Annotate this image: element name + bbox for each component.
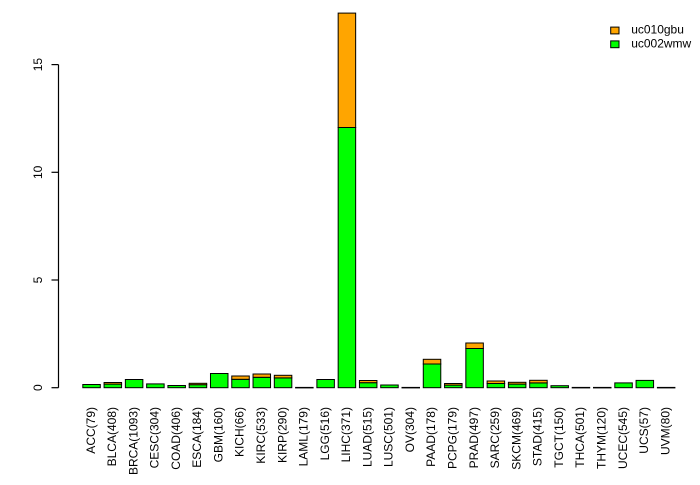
svg-text:uc010gbu: uc010gbu [631, 23, 684, 37]
svg-text:ACC(79): ACC(79) [84, 407, 98, 454]
svg-text:KIRC(533): KIRC(533) [254, 407, 268, 464]
svg-text:KICH(66): KICH(66) [233, 407, 247, 457]
svg-text:SARC(259): SARC(259) [488, 407, 502, 468]
svg-text:OV(304): OV(304) [403, 407, 417, 452]
svg-text:LAML(179): LAML(179) [297, 407, 311, 466]
svg-text:COAD(406): COAD(406) [169, 407, 183, 470]
svg-text:LUSC(501): LUSC(501) [382, 407, 396, 467]
svg-text:THYM(120): THYM(120) [595, 407, 609, 469]
svg-text:THCA(501): THCA(501) [573, 407, 587, 468]
svg-text:0: 0 [31, 384, 45, 391]
svg-text:PCPG(179): PCPG(179) [446, 407, 460, 469]
svg-text:KIRP(290): KIRP(290) [275, 407, 289, 463]
svg-text:ESCA(184): ESCA(184) [190, 407, 204, 468]
svg-text:SKCM(469): SKCM(469) [509, 407, 523, 470]
svg-text:UCS(57): UCS(57) [637, 407, 651, 454]
svg-text:LIHC(371): LIHC(371) [339, 407, 353, 462]
svg-text:PAAD(178): PAAD(178) [424, 407, 438, 467]
svg-text:10: 10 [31, 165, 45, 179]
svg-text:BRCA(1093): BRCA(1093) [126, 407, 140, 475]
svg-text:UCEC(545): UCEC(545) [616, 407, 630, 469]
svg-text:BLCA(408): BLCA(408) [105, 407, 119, 466]
svg-text:STAD(415): STAD(415) [531, 407, 545, 466]
svg-text:TGCT(150): TGCT(150) [552, 407, 566, 468]
svg-text:LUAD(515): LUAD(515) [360, 407, 374, 467]
svg-text:15: 15 [31, 58, 45, 72]
svg-text:GBM(160): GBM(160) [211, 407, 225, 462]
svg-text:PRAD(497): PRAD(497) [467, 407, 481, 468]
svg-text:LGG(516): LGG(516) [318, 407, 332, 460]
svg-text:uc002wmw: uc002wmw [631, 36, 691, 50]
svg-text:UVM(80): UVM(80) [658, 407, 672, 455]
svg-text:CESC(304): CESC(304) [148, 407, 162, 468]
svg-text:5: 5 [31, 276, 45, 283]
